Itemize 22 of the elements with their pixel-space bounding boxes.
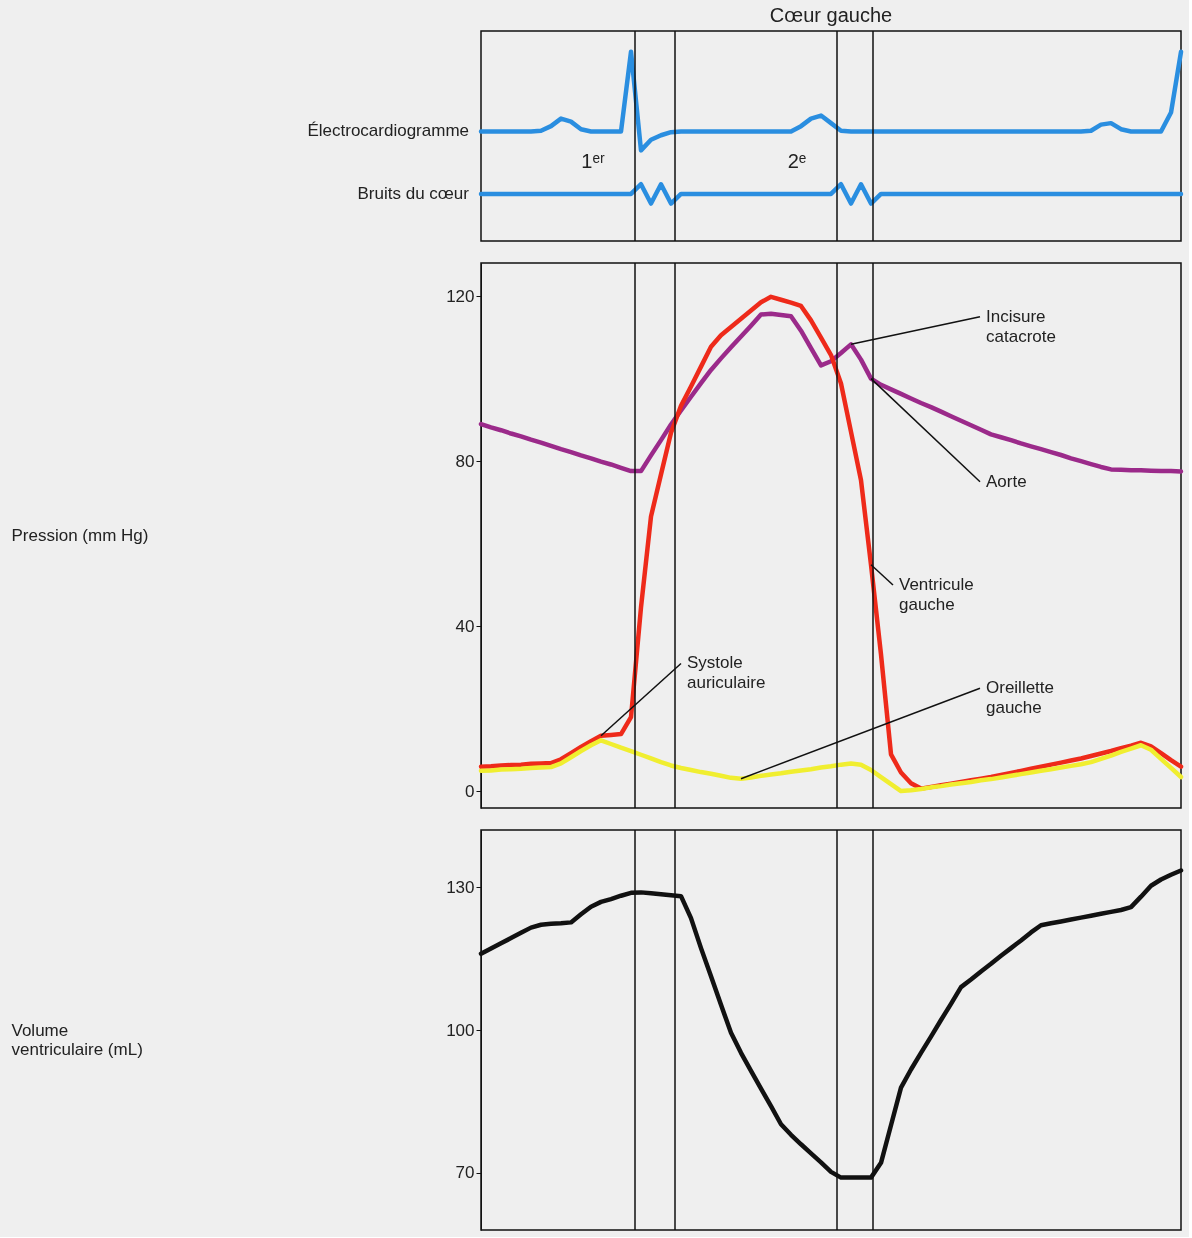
y-tick-label: 100 <box>446 1020 475 1040</box>
line-series <box>478 294 1184 791</box>
line-series <box>478 738 1184 794</box>
series-label: Ventricule gauche <box>899 575 974 615</box>
y-tick-label: 80 <box>455 451 475 471</box>
text: Oreillette gauche <box>986 678 1055 718</box>
line-series <box>478 311 1184 474</box>
y-tick-label: 120 <box>446 286 475 306</box>
series-label: Bruits du cœur <box>357 183 470 203</box>
series-label: Électrocardiogramme <box>307 121 469 141</box>
y-tick-label: 0 <box>465 781 475 801</box>
y-axis-title: Volume ventriculaire (mL) <box>11 1020 143 1059</box>
annotation: 2ᵉ <box>787 149 807 172</box>
y-tick-label: 40 <box>455 616 475 636</box>
series-label: Aorte <box>986 471 1027 491</box>
annotation: Incisure catacrote <box>986 306 1056 346</box>
chart-title: Cœur gauche <box>769 4 893 27</box>
y-axis-title: Pression (mm Hg) <box>11 526 149 545</box>
annotation: 1ᵉʳ <box>581 149 605 172</box>
y-tick-label: 130 <box>446 877 475 897</box>
annotation: Systole auriculaire <box>687 653 766 693</box>
y-tick-label: 70 <box>455 1163 475 1183</box>
